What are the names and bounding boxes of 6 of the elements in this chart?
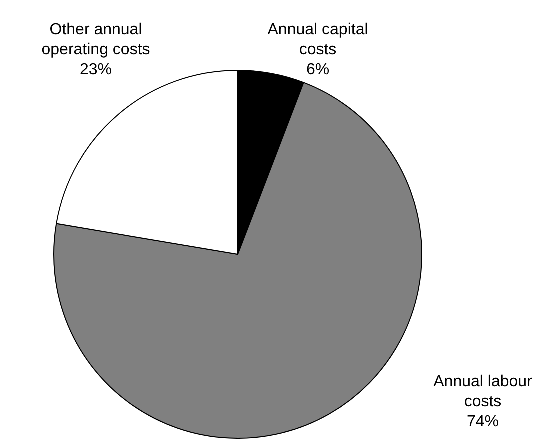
- slice-label: Other annual operating costs: [42, 21, 150, 58]
- data-label: 74%: [466, 413, 500, 430]
- slice-label: Annual labour costs: [434, 373, 534, 410]
- slice-label: Annual capital costs: [268, 21, 368, 58]
- data-label: 6%: [306, 61, 330, 78]
- data-label: 23%: [80, 61, 112, 78]
